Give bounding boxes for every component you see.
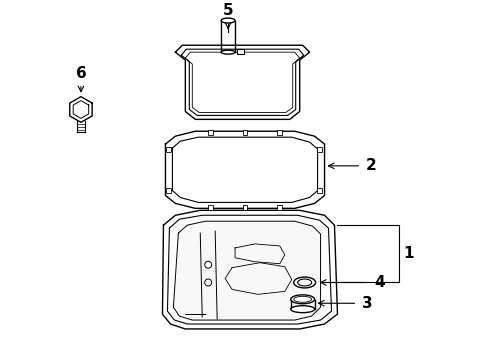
Polygon shape (70, 96, 92, 122)
Text: 6: 6 (76, 66, 86, 81)
Bar (316, 188, 322, 193)
Bar (242, 205, 247, 210)
Polygon shape (165, 131, 324, 208)
Ellipse shape (293, 277, 315, 288)
Polygon shape (175, 45, 309, 120)
Ellipse shape (290, 306, 314, 312)
Circle shape (204, 261, 211, 268)
Polygon shape (167, 215, 331, 324)
Text: 1: 1 (403, 246, 413, 261)
Bar (207, 130, 212, 135)
Text: 5: 5 (223, 3, 233, 18)
Ellipse shape (221, 18, 235, 23)
FancyBboxPatch shape (237, 49, 244, 54)
Bar (316, 147, 322, 152)
Bar (165, 188, 171, 193)
Ellipse shape (297, 279, 311, 286)
Polygon shape (173, 221, 320, 320)
Text: 2: 2 (365, 158, 376, 174)
Text: 4: 4 (373, 275, 384, 290)
Ellipse shape (221, 50, 235, 54)
Bar (207, 205, 212, 210)
Text: 3: 3 (361, 296, 372, 311)
Bar (242, 130, 247, 135)
Bar (277, 205, 282, 210)
Polygon shape (162, 210, 337, 329)
Circle shape (204, 279, 211, 286)
Polygon shape (172, 137, 317, 202)
Bar (277, 130, 282, 135)
Bar (165, 147, 171, 152)
Ellipse shape (290, 295, 314, 304)
